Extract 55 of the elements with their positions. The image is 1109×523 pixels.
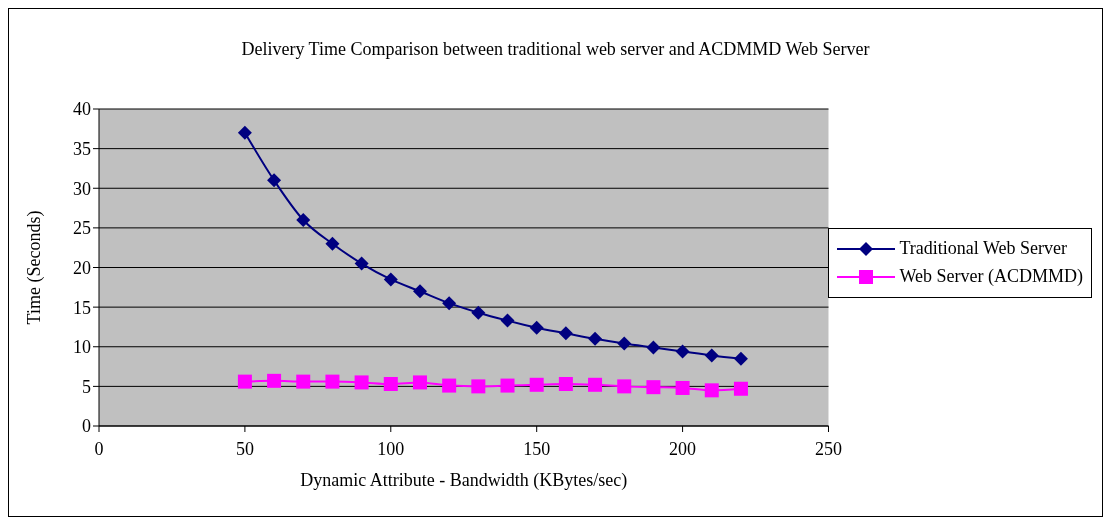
point	[354, 375, 369, 390]
point	[412, 284, 427, 299]
y-axis-title: Time (Seconds)	[24, 210, 46, 325]
y-tick-label: 40	[73, 99, 91, 120]
point	[529, 320, 544, 335]
point	[383, 272, 398, 287]
chart-title: Delivery Time Comparison between traditional web server and ACDMMD Web Server	[240, 39, 871, 60]
point	[733, 381, 748, 396]
x-tick-label: 150	[523, 438, 551, 459]
point	[500, 313, 515, 328]
point	[646, 340, 661, 355]
point	[704, 383, 719, 398]
point	[267, 173, 282, 188]
legend-label: Traditional Web Server	[899, 238, 1068, 259]
point	[383, 377, 398, 391]
point	[296, 374, 311, 389]
point	[412, 375, 427, 390]
x-tick-label: 200	[669, 438, 697, 459]
x-tick-label: 250	[814, 438, 842, 459]
point	[646, 380, 661, 395]
y-tick-label: 15	[73, 297, 91, 318]
point	[675, 344, 690, 359]
x-tick-label: 50	[235, 438, 254, 459]
x-axis-title: Dynamic Attribute - Bandwidth (KBytes/sec)	[300, 470, 628, 491]
point	[325, 236, 340, 251]
y-tick-label: 5	[82, 376, 91, 397]
point	[675, 380, 690, 395]
x-tick-label: 100	[377, 438, 405, 459]
point	[296, 212, 311, 227]
y-tick-label: 10	[73, 337, 91, 358]
y-tick-label: 35	[73, 139, 91, 160]
point	[267, 373, 282, 388]
point	[733, 351, 748, 366]
y-tick-label: 25	[73, 218, 91, 239]
point	[588, 331, 603, 346]
point	[617, 336, 632, 351]
point	[354, 256, 369, 271]
y-tick-label: 20	[73, 257, 91, 278]
point	[588, 377, 603, 392]
point	[325, 374, 340, 389]
point	[442, 296, 457, 311]
point	[558, 326, 573, 341]
point	[237, 125, 252, 140]
point	[704, 348, 719, 363]
point	[471, 379, 486, 394]
point	[558, 377, 573, 391]
y-tick-label: 0	[82, 416, 91, 437]
point	[442, 378, 457, 393]
point	[617, 379, 632, 394]
point	[500, 378, 515, 393]
point	[471, 305, 486, 320]
y-tick-label: 30	[73, 178, 91, 199]
point	[529, 377, 544, 392]
legend-label: Web Server (ACDMMD)	[899, 266, 1083, 287]
point	[237, 374, 252, 389]
